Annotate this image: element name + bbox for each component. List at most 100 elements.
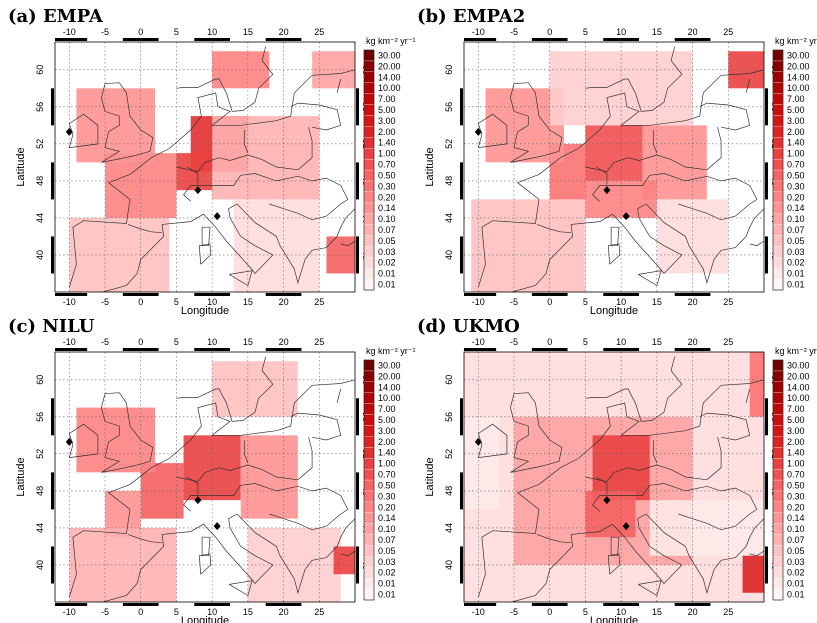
colorbar-level-label: 0.01 (787, 269, 805, 279)
x-tick-label-top: 15 (243, 337, 253, 347)
coastline (749, 550, 764, 557)
colorbar-level-label: 0.05 (378, 236, 396, 246)
x-tick-label: 10 (207, 297, 217, 307)
map-border-segment (356, 88, 359, 126)
x-tick-label-top: 25 (314, 27, 324, 37)
x-tick-label-top: 5 (583, 337, 588, 347)
map-border-segment (464, 293, 497, 296)
colorbar-swatch (363, 158, 375, 171)
coastline (595, 166, 608, 185)
colorbar-level-label: 0.01 (787, 579, 805, 589)
map-frame (463, 41, 765, 293)
y-tick-label: 48 (35, 176, 45, 186)
colorbar-level-label: 0.50 (787, 170, 805, 180)
colorbar-swatch (772, 115, 784, 127)
colorbar-level-label: 3.00 (378, 426, 396, 436)
coastline (243, 130, 249, 154)
colorbar-level-label: 0.07 (787, 535, 805, 545)
coastline (699, 412, 751, 441)
colorbar-swatch (363, 191, 375, 203)
x-tick-label-top: 10 (616, 337, 626, 347)
coastline (340, 240, 355, 247)
map-border-segment (460, 472, 463, 510)
station-marker-icon (474, 127, 482, 136)
colorbar-swatch (363, 93, 375, 105)
colorbar-level-label: 0.01 (378, 280, 396, 290)
map-border-segment (674, 603, 711, 606)
colorbar-level-label: 0.30 (787, 181, 805, 191)
x-tick-label: 0 (138, 297, 143, 307)
y-tick-label: 40 (444, 560, 454, 570)
y-tick-label: 52 (35, 449, 45, 459)
colorbar-level-label: 0.03 (378, 247, 396, 257)
colorbar-swatch (363, 126, 375, 138)
map-border-segment (464, 38, 497, 41)
x-tick-label: -10 (63, 297, 76, 307)
coastline (745, 388, 751, 403)
map-border-segment (531, 38, 568, 41)
colorbar-swatch (772, 512, 784, 524)
map-border-segment (460, 236, 463, 274)
x-tick-label: 10 (616, 297, 626, 307)
colorbar-level-label: 0.14 (787, 203, 805, 213)
colorbar-swatch (363, 468, 375, 481)
y-axis-label: Latitude (15, 147, 27, 186)
colorbar-level-label: 0.14 (378, 203, 396, 213)
y-tick-label: 48 (444, 176, 454, 186)
station-marker-icon (65, 127, 73, 136)
colorbar-level-label: 0.02 (787, 568, 805, 578)
colorbar-swatch (363, 180, 375, 192)
coastline (229, 580, 253, 597)
colorbar-level-label: 0.03 (378, 557, 396, 567)
coastline (592, 173, 758, 221)
map-frame (54, 351, 356, 603)
map-border-segment (51, 472, 54, 510)
colorbar-level-label: 0.03 (787, 557, 805, 567)
colorbar-swatch (772, 148, 784, 160)
colorbar-swatch (772, 246, 784, 258)
colorbar-swatch (363, 82, 375, 94)
y-tick-label: 56 (444, 412, 454, 422)
map-border-segment (464, 603, 497, 606)
map-border-segment (51, 398, 54, 436)
emission-cell (471, 199, 586, 292)
panel-title: (a) EMPA (8, 6, 104, 27)
y-tick-label: 60 (35, 375, 45, 385)
colorbar-swatch (363, 403, 375, 415)
colorbar-swatch (772, 71, 784, 83)
colorbar-frame (772, 49, 784, 291)
coastline (536, 534, 572, 544)
colorbar-level-label: 5.00 (378, 105, 396, 115)
x-tick-label: 15 (652, 607, 662, 617)
colorbar-level-label: 14.00 (787, 72, 810, 82)
x-tick-label-top: 15 (652, 27, 662, 37)
coastline (290, 412, 342, 441)
colorbar-level-label: 30.00 (787, 360, 810, 370)
coastline (186, 166, 199, 185)
emission-cell (749, 352, 764, 417)
y-tick-label: 44 (444, 523, 454, 533)
colorbar-swatch (772, 468, 784, 481)
colorbar-level-label: 2.00 (787, 437, 805, 447)
colorbar-swatch (772, 545, 784, 557)
colorbar-swatch (772, 278, 784, 291)
coastline (176, 127, 313, 172)
emission-cell (333, 546, 355, 575)
x-tick-label: -10 (472, 297, 485, 307)
panel-b: (b) EMPA2-10-10-5-5005510101515202025254… (417, 6, 817, 317)
map-border-segment (265, 603, 302, 606)
colorbar-swatch (772, 458, 784, 470)
colorbar-frame (772, 359, 784, 601)
y-tick-label: 44 (35, 523, 45, 533)
x-tick-label-top: 5 (174, 337, 179, 347)
map-area (55, 42, 355, 292)
colorbar-level-label: 0.10 (378, 214, 396, 224)
colorbar-level-label: 0.30 (378, 491, 396, 501)
x-tick-label: 15 (652, 297, 662, 307)
station-marker-icon (622, 212, 630, 221)
emission-cell (326, 236, 355, 274)
colorbar-level-label: 3.00 (787, 116, 805, 126)
y-tick-label: 48 (444, 486, 454, 496)
colorbar-swatch (772, 381, 784, 393)
y-axis-label: Latitude (424, 457, 436, 496)
